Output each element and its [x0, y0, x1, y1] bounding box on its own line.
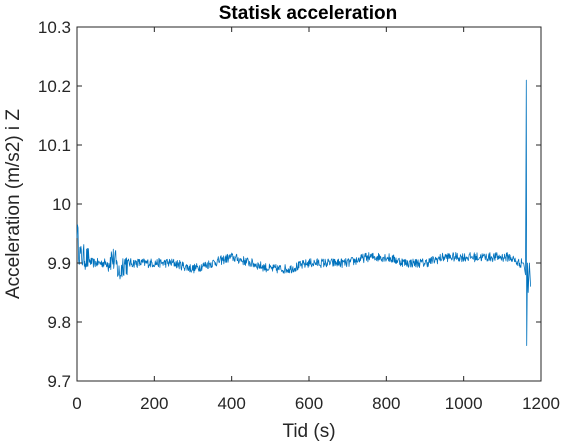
- x-axis-label: Tid (s): [282, 421, 335, 442]
- x-tick-label: 200: [140, 394, 168, 413]
- y-tick-label: 10: [52, 195, 71, 214]
- y-tick-label: 9.7: [47, 372, 71, 391]
- y-tick-label: 10.1: [38, 136, 71, 155]
- tick-layer: 0 200 400 600 800 1000 1200 9.7 9.8 9.9 10 10.1 10.2…: [38, 18, 560, 413]
- x-tick-label: 400: [217, 394, 245, 413]
- series-line-0: [76, 79, 531, 347]
- data-line-layer: [76, 79, 531, 347]
- y-tick-label: 10.2: [38, 77, 71, 96]
- y-axis-label: Acceleration (m/s2) i Z: [3, 109, 24, 299]
- plot-area: [76, 26, 542, 382]
- x-tick-label: 1200: [522, 394, 560, 413]
- chart-title: Statisk acceleration: [219, 3, 397, 24]
- x-tick-label: 600: [295, 394, 323, 413]
- y-tick-label: 10.3: [38, 18, 71, 37]
- y-tick-label: 9.9: [47, 254, 71, 273]
- x-tick-label: 1000: [445, 394, 483, 413]
- x-tick-label: 800: [372, 394, 400, 413]
- x-tick-label: 0: [72, 394, 81, 413]
- y-tick-label: 9.8: [47, 313, 71, 332]
